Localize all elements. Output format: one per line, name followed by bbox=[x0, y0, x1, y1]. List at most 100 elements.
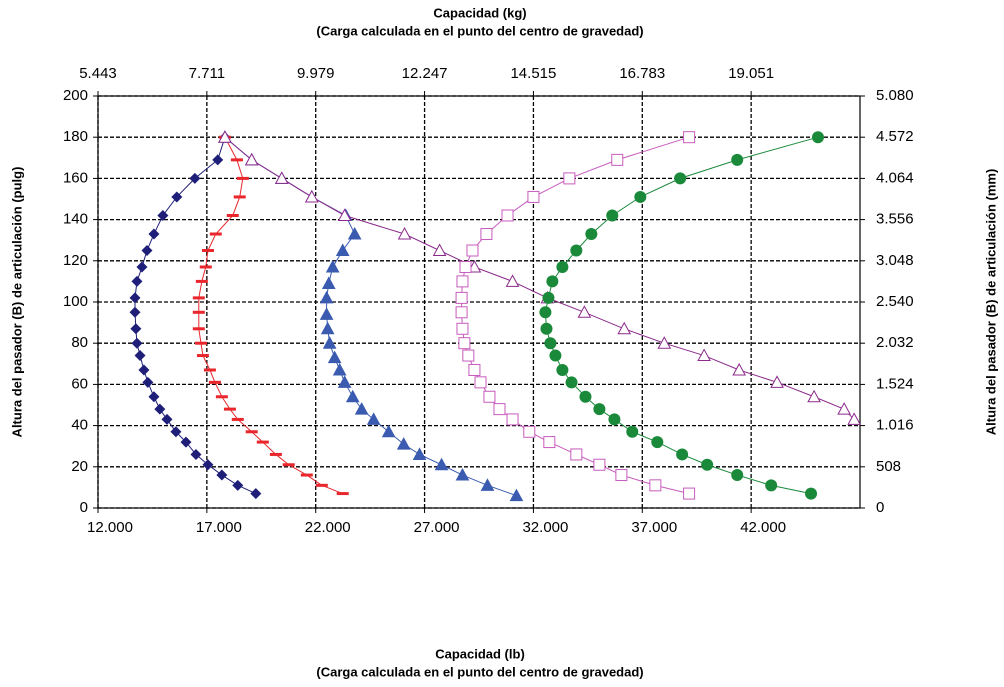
y2-tick-label: 3.556 bbox=[876, 211, 914, 228]
marker bbox=[701, 458, 714, 471]
marker bbox=[683, 131, 696, 144]
marker bbox=[141, 245, 153, 256]
y-tick-label: 160 bbox=[63, 169, 88, 186]
marker bbox=[593, 458, 606, 471]
marker bbox=[396, 437, 411, 450]
marker bbox=[208, 380, 221, 384]
marker bbox=[129, 292, 141, 304]
marker bbox=[189, 172, 201, 184]
y2-tick-label: 2.032 bbox=[876, 334, 914, 351]
x-tick-label: 27.000 bbox=[414, 519, 460, 536]
marker bbox=[327, 350, 342, 364]
marker bbox=[651, 436, 664, 449]
marker bbox=[335, 243, 350, 256]
y2-tick-label: 3.048 bbox=[876, 252, 914, 269]
marker bbox=[232, 479, 244, 491]
x-tick-label: 37.000 bbox=[631, 519, 677, 536]
marker bbox=[134, 350, 146, 362]
marker bbox=[563, 172, 576, 185]
marker bbox=[608, 413, 621, 426]
marker bbox=[129, 306, 141, 318]
marker bbox=[483, 390, 496, 403]
marker bbox=[455, 467, 470, 481]
marker bbox=[321, 276, 336, 289]
marker bbox=[256, 440, 269, 444]
marker bbox=[480, 228, 493, 241]
series-line bbox=[224, 136, 855, 420]
marker bbox=[203, 368, 216, 372]
marker bbox=[474, 376, 487, 389]
marker bbox=[732, 362, 747, 376]
marker bbox=[218, 130, 232, 143]
x-axis-title: Capacidad (lb) bbox=[435, 646, 525, 661]
marker bbox=[455, 291, 468, 304]
marker bbox=[322, 336, 337, 349]
marker bbox=[319, 307, 334, 320]
marker bbox=[674, 172, 687, 185]
y2-axis-title: Altura del pasador (B) de articulación (… bbox=[983, 169, 998, 436]
x-tick-label: 12.000 bbox=[87, 519, 133, 536]
marker bbox=[731, 469, 744, 482]
marker bbox=[847, 412, 861, 425]
marker bbox=[190, 448, 202, 460]
marker bbox=[366, 412, 381, 425]
x2-tick-label: 16.783 bbox=[619, 65, 665, 82]
marker bbox=[244, 152, 259, 166]
x2-tick-label: 19.051 bbox=[728, 65, 774, 82]
plot-frame bbox=[97, 95, 861, 509]
marker bbox=[683, 487, 696, 500]
marker bbox=[212, 154, 224, 166]
marker bbox=[456, 275, 469, 288]
marker bbox=[466, 244, 479, 257]
marker bbox=[577, 305, 592, 318]
marker bbox=[585, 228, 598, 241]
marker bbox=[209, 232, 222, 236]
y2-tick-label: 5.080 bbox=[876, 87, 914, 104]
y-tick-label: 180 bbox=[63, 128, 88, 145]
y2-tick-label: 4.064 bbox=[876, 169, 914, 186]
marker bbox=[626, 425, 639, 438]
marker bbox=[231, 417, 244, 421]
x-tick-label: 42.000 bbox=[740, 519, 786, 536]
y2-tick-label: 1.016 bbox=[876, 417, 914, 434]
marker bbox=[245, 430, 258, 434]
y2-tick-label: 2.540 bbox=[876, 293, 914, 310]
marker bbox=[811, 131, 824, 144]
marker bbox=[593, 403, 606, 416]
marker bbox=[171, 191, 183, 203]
y-tick-label: 120 bbox=[63, 252, 88, 269]
marker bbox=[807, 389, 821, 403]
y2-tick-label: 0 bbox=[876, 499, 884, 516]
marker bbox=[154, 403, 166, 415]
marker bbox=[223, 407, 236, 411]
marker bbox=[765, 479, 778, 492]
marker bbox=[565, 376, 578, 389]
marker bbox=[505, 274, 520, 287]
marker bbox=[657, 336, 672, 349]
marker bbox=[215, 395, 228, 399]
marker bbox=[731, 153, 744, 166]
marker bbox=[202, 459, 214, 471]
y-tick-label: 20 bbox=[71, 458, 88, 475]
marker bbox=[527, 190, 540, 203]
marker bbox=[131, 337, 143, 349]
y-tick-label: 0 bbox=[80, 499, 88, 516]
marker bbox=[300, 473, 313, 477]
marker bbox=[501, 209, 514, 222]
marker bbox=[579, 390, 592, 403]
marker bbox=[192, 310, 205, 314]
marker bbox=[480, 478, 495, 491]
y-tick-label: 100 bbox=[63, 293, 88, 310]
marker bbox=[170, 426, 182, 438]
marker bbox=[157, 209, 169, 221]
marker bbox=[192, 327, 205, 331]
marker bbox=[274, 171, 289, 184]
marker bbox=[570, 244, 583, 257]
x-axis-note: (Carga calculada en el punto del centro … bbox=[316, 664, 643, 679]
marker bbox=[540, 322, 553, 335]
marker bbox=[354, 402, 369, 415]
marker bbox=[649, 479, 662, 492]
marker bbox=[455, 306, 468, 319]
marker bbox=[468, 363, 481, 376]
marker bbox=[459, 260, 472, 273]
